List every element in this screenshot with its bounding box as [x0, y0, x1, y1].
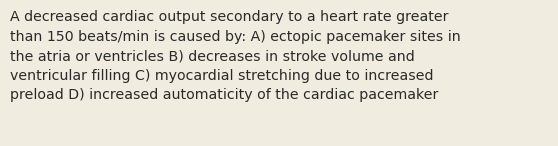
Text: A decreased cardiac output secondary to a heart rate greater
than 150 beats/min : A decreased cardiac output secondary to … — [10, 10, 461, 102]
